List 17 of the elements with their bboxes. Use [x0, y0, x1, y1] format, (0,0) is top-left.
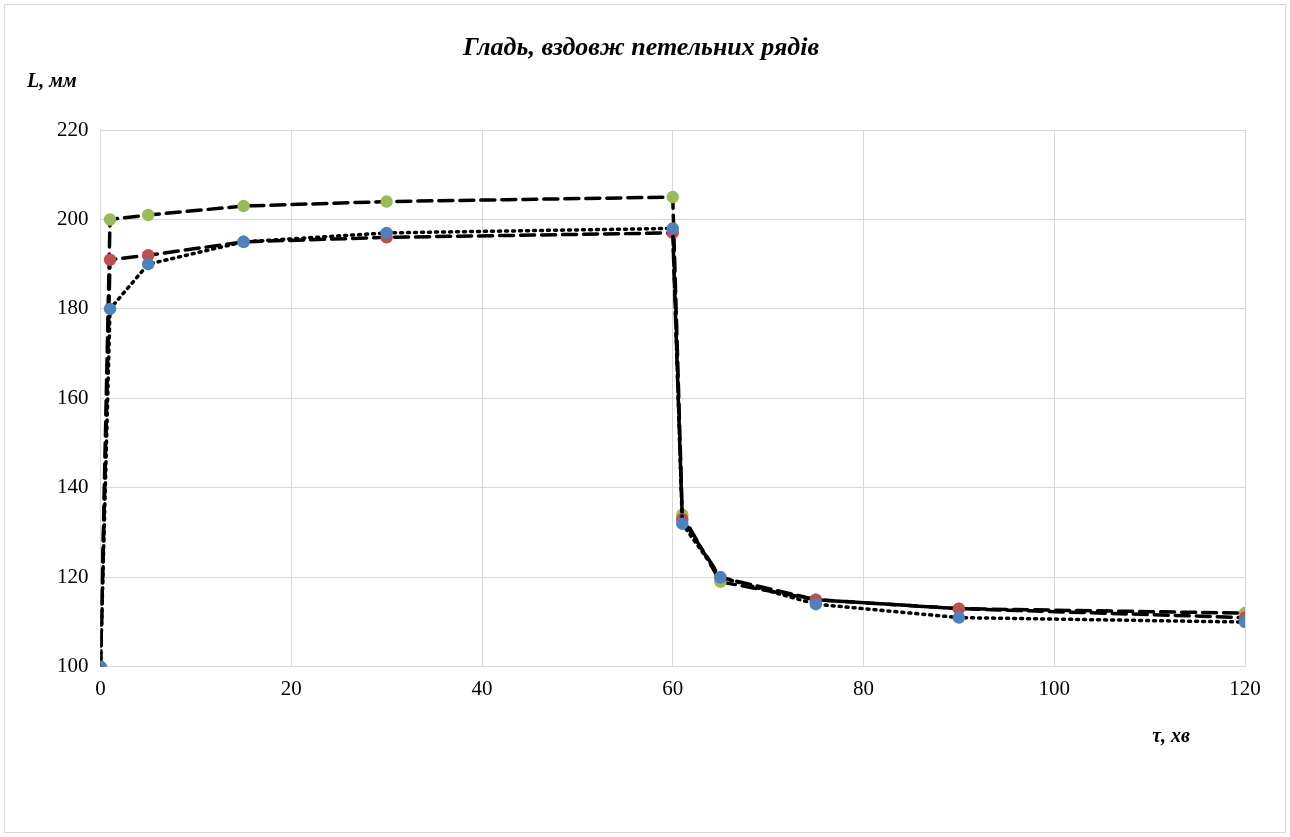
x-tick-label: 20 [280, 675, 302, 700]
x-tick-label: 60 [662, 675, 684, 700]
chart-title: Гладь, вздовж петельних рядів [461, 32, 820, 61]
y-tick-label: 140 [57, 474, 89, 499]
y-tick-label: 180 [57, 295, 89, 320]
x-tick-label: 100 [1038, 675, 1070, 700]
y-tick-label: 100 [57, 653, 89, 678]
y-tick-label: 220 [57, 116, 89, 141]
y-tick-label: 200 [57, 205, 89, 230]
y-axis-title: L, мм [26, 69, 77, 91]
x-tick-label: 120 [1229, 675, 1261, 700]
x-tick-label: 40 [471, 675, 493, 700]
x-tick-label: 0 [95, 675, 106, 700]
x-tick-label: 80 [853, 675, 874, 700]
y-tick-label: 160 [57, 384, 89, 409]
y-tick-label: 120 [57, 563, 89, 588]
x-axis-title: τ, хв [1152, 723, 1191, 746]
